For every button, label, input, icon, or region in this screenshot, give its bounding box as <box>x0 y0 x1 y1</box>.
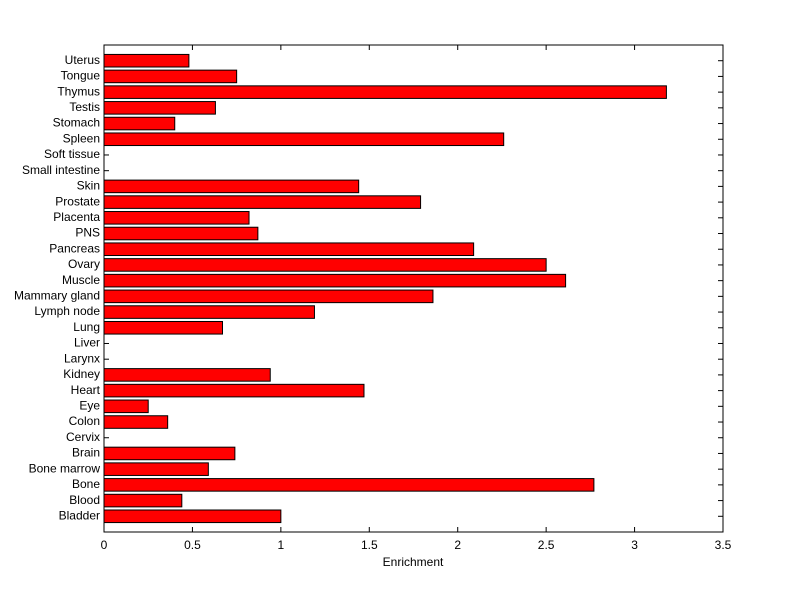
bar <box>103 132 505 147</box>
y-tick-label: Colon <box>69 414 100 428</box>
y-tick-label: Skin <box>77 179 100 193</box>
y-tick-label: Testis <box>69 100 100 114</box>
x-tick-label: 3.5 <box>715 538 732 552</box>
y-tick-label: Larynx <box>64 351 100 365</box>
y-tick-label: Soft tissue <box>44 147 100 161</box>
x-tick-label: 2 <box>454 538 461 552</box>
x-tick-label: 1 <box>278 538 285 552</box>
bar <box>103 273 567 288</box>
bar <box>103 101 216 115</box>
y-tick-label: Ovary <box>68 257 100 271</box>
y-tick-label: Mammary gland <box>14 289 100 303</box>
y-tick-label: Heart <box>71 383 101 397</box>
bar <box>103 493 183 508</box>
y-tick-label: Cervix <box>66 430 100 444</box>
bar <box>103 462 209 476</box>
bar <box>103 116 176 131</box>
x-tick-label: 1.5 <box>361 538 378 552</box>
bar <box>103 305 315 319</box>
x-tick-label: 2.5 <box>538 538 555 552</box>
y-tick-label: Small intestine <box>22 163 100 177</box>
x-tick-label: 0.5 <box>184 538 201 552</box>
y-tick-label: Tongue <box>61 69 101 83</box>
bar <box>103 179 360 194</box>
y-tick-label: Stomach <box>53 116 100 130</box>
y-tick-label: Liver <box>74 336 100 350</box>
bar <box>103 289 434 304</box>
x-tick-label: 3 <box>631 538 638 552</box>
bar <box>103 226 259 241</box>
bar <box>103 211 250 225</box>
bar <box>103 509 282 524</box>
bar <box>103 242 475 257</box>
bar <box>103 446 236 461</box>
y-tick-label: PNS <box>75 226 100 240</box>
bar <box>103 69 238 84</box>
bar <box>103 415 169 429</box>
bar <box>103 478 595 492</box>
y-tick-label: Brain <box>72 446 100 460</box>
bar <box>103 195 422 209</box>
bar <box>103 399 149 414</box>
y-tick-label: Lung <box>73 320 100 334</box>
y-tick-label: Placenta <box>53 210 100 224</box>
bar <box>103 383 365 398</box>
y-tick-label: Uterus <box>65 53 100 67</box>
y-tick-label: Eye <box>79 398 100 412</box>
y-tick-label: Prostate <box>55 194 100 208</box>
bar <box>103 258 547 272</box>
y-tick-label: Pancreas <box>49 241 100 255</box>
y-tick-label: Kidney <box>63 367 100 381</box>
y-tick-label: Bone <box>72 477 100 491</box>
y-tick-label: Lymph node <box>34 304 100 318</box>
y-tick-label: Blood <box>69 493 100 507</box>
bar <box>103 85 667 99</box>
y-tick-label: Bone marrow <box>29 461 101 475</box>
y-tick-label: Muscle <box>62 273 100 287</box>
y-tick-label: Bladder <box>59 508 100 522</box>
y-tick-label: Spleen <box>63 131 100 145</box>
y-tick-label: Thymus <box>57 84 100 98</box>
bar <box>103 53 190 68</box>
x-tick-label: 0 <box>101 538 108 552</box>
bar <box>103 320 223 335</box>
bar <box>103 368 271 382</box>
x-axis-label: Enrichment <box>383 555 444 569</box>
